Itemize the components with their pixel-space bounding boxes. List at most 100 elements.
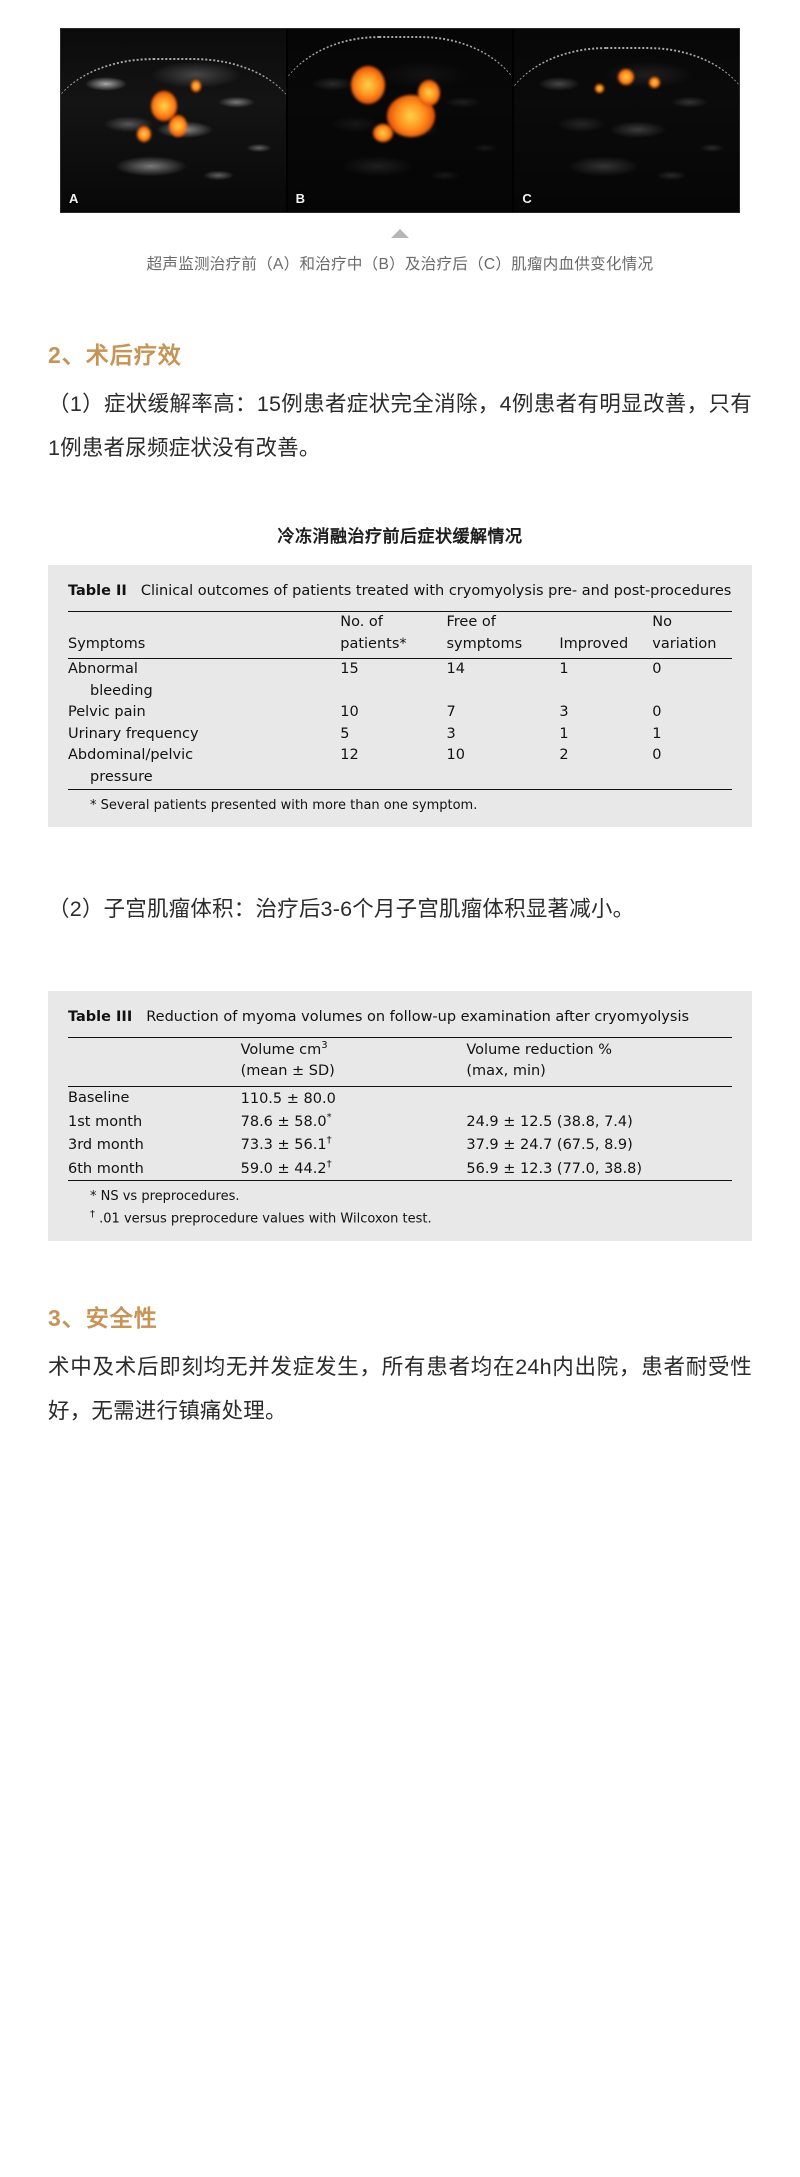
panel-label-a: A [69,191,79,206]
ultrasound-figure: A B C [60,28,740,213]
table2-head-line1: No. of Free of No [68,611,732,634]
table2-r2-novariation: 1 [652,725,662,742]
table2-r3-patients: 12 [340,747,359,764]
table2-head: No. of Free of No Symptoms patients* sym… [68,611,732,660]
table-row: Pelvic pain 10 7 3 0 [68,702,732,724]
superscript-3: 3 [321,1039,328,1051]
table2-r0-free: 14 [446,661,465,678]
table3-footnotes: * NS vs preprocedures. † .01 versus prep… [68,1181,732,1230]
table3-col1-line1: Volume cm3 [240,1039,328,1058]
table3-r1-reduction: 24.9 ± 12.5 (38.8, 7.4) [466,1113,633,1130]
table2-r0-novariation: 0 [652,661,662,678]
figure-marker [60,229,740,238]
table3-caption: Table III Reduction of myoma volumes on f… [68,1007,732,1028]
table2-col1-line1: No. of [340,614,383,631]
table3-r2-volume: 73.3 ± 56.1† [240,1135,332,1154]
table3-r0-volume: 110.5 ± 80.0 [240,1090,336,1107]
table2-chinese-title: 冷冻消融治疗前后症状缓解情况 [277,527,523,547]
triangle-up-icon [391,229,409,238]
table2-r1-patients: 10 [340,704,359,721]
table3-r1-timepoint: 1st month [68,1113,143,1130]
table2-r0-symptom-cont: bleeding [90,682,153,699]
footnote-marker: * [326,1112,332,1124]
table3-col2-line1: Volume reduction % [466,1041,613,1058]
section2-paragraph-1: （1）症状缓解率高：15例患者症状完全消除，4例患者有明显改善，只有1例患者尿频… [48,392,752,461]
table3-footnote-1: * NS vs preprocedures. [90,1189,240,1205]
ultrasound-figure-block: A B C 超声监测治疗前（A）和治疗 [0,0,800,278]
table2-col3-line2: Improved [559,633,653,660]
section-heading-3: 3、安全性 [48,1304,158,1331]
table3-r3-reduction: 56.9 ± 12.3 (77.0, 38.8) [466,1160,643,1177]
table2-col4-line2: variation [652,633,732,660]
table2-r2-free: 3 [446,725,456,742]
table2-r3-symptom-cont: pressure [90,768,153,785]
table3-r2-reduction: 37.9 ± 24.7 (67.5, 8.9) [466,1137,633,1154]
table-2: No. of Free of No Symptoms patients* sym… [68,611,732,790]
table2-col0-line1 [68,612,340,634]
table-row: 6th month 59.0 ± 44.2† 56.9 ± 12.3 (77.0… [68,1157,732,1181]
section2-paragraph-2: （2）子宫肌瘤体积：治疗后3-6个月子宫肌瘤体积显著减小。 [48,897,635,922]
section-heading-2: 2、术后疗效 [48,342,182,369]
doppler-flow-blob [137,125,152,142]
table-row: Abnormal 15 14 1 0 [68,659,732,681]
table2-r3-free: 10 [446,747,465,764]
table2-col0-line2: Symptoms [68,633,341,660]
article-page: A B C 超声监测治疗前（A）和治疗 [0,0,800,1423]
doppler-flow-blob [191,80,202,93]
table-row: Abdominal/pelvic 12 10 2 0 [68,745,732,767]
doppler-flow-blob [417,80,440,107]
tumor-boundary-dotted-line-b [287,36,513,195]
table3-head-line2: (mean ± SD) (max, min) [68,1061,732,1087]
table-row: 3rd month 73.3 ± 56.1† 37.9 ± 24.7 (67.5… [68,1133,732,1156]
table3-caption-text: Reduction of myoma volumes on follow-up … [146,1009,690,1026]
table2-r3-novariation: 0 [652,747,662,764]
panel-label-b: B [295,191,306,206]
table2-r1-symptom: Pelvic pain [68,704,146,721]
ultrasound-panel-a: A [61,29,286,212]
table-row-continuation: bleeding [68,681,732,703]
table2-r3-improved: 2 [559,747,569,764]
table2-r2-improved: 1 [559,725,569,742]
footnote-marker: † [326,1135,332,1147]
table2-r1-novariation: 0 [652,704,662,721]
table2-footnote: * Several patients presented with more t… [90,797,478,813]
table2-r0-patients: 15 [340,661,359,678]
table2-r2-symptom: Urinary frequency [68,725,199,742]
figure-caption: 超声监测治疗前（A）和治疗中（B）及治疗后（C）肌瘤内血供变化情况 [146,256,654,273]
section3-paragraph: 术中及术后即刻均无并发症发生，所有患者均在24h内出院，患者耐受性好，无需进行镇… [48,1354,752,1423]
table-3: Volume cm3 Volume reduction % (mean ± SD… [68,1037,732,1182]
table2-r0-improved: 1 [559,661,569,678]
table2-caption-label: Table II [68,583,127,600]
table3-head-line1: Volume cm3 Volume reduction % [68,1037,732,1061]
table-2-container: Table II Clinical outcomes of patients tr… [48,565,752,828]
table3-r2-timepoint: 3rd month [68,1137,144,1154]
doppler-flow-blob [168,115,187,137]
table-row-continuation: pressure [68,767,732,790]
ultrasound-panel-c: C [514,29,739,212]
doppler-flow-blob [595,83,605,93]
table2-r0-symptom: Abnormal [68,661,138,678]
table3-r1-volume: 78.6 ± 58.0* [240,1112,332,1130]
table-row: Urinary frequency 5 3 1 1 [68,724,732,746]
table2-col3-line1 [559,612,652,634]
doppler-flow-blob [617,69,634,86]
table-row: Baseline 110.5 ± 80.0 [68,1086,732,1110]
table3-col0-line1 [68,1037,241,1061]
table2-col2-line1: Free of [446,614,496,631]
table2-r2-patients: 5 [340,725,350,742]
table2-caption-text: Clinical outcomes of patients treated wi… [140,583,732,600]
table3-body: Baseline 110.5 ± 80.0 1st month 78.6 ± 5… [68,1086,732,1181]
tumor-boundary-dotted-line-a [61,58,286,195]
table2-caption: Table II Clinical outcomes of patients tr… [68,581,732,602]
doppler-flow-blob [373,124,394,143]
table2-r3-symptom: Abdominal/pelvic [68,747,194,764]
table3-r3-volume: 59.0 ± 44.2† [240,1158,332,1177]
table-row: 1st month 78.6 ± 58.0* 24.9 ± 12.5 (38.8… [68,1110,732,1133]
table2-body: Abnormal 15 14 1 0 bleeding Pelvic pain … [68,659,732,790]
table-3-container: Table III Reduction of myoma volumes on f… [48,991,752,1241]
table2-col2-line2: symptoms [446,633,560,660]
doppler-flow-blob [350,65,385,104]
table3-r0-reduction [466,1086,732,1110]
table3-r0-timepoint: Baseline [68,1090,130,1107]
tumor-boundary-dotted-line-c [514,47,739,195]
